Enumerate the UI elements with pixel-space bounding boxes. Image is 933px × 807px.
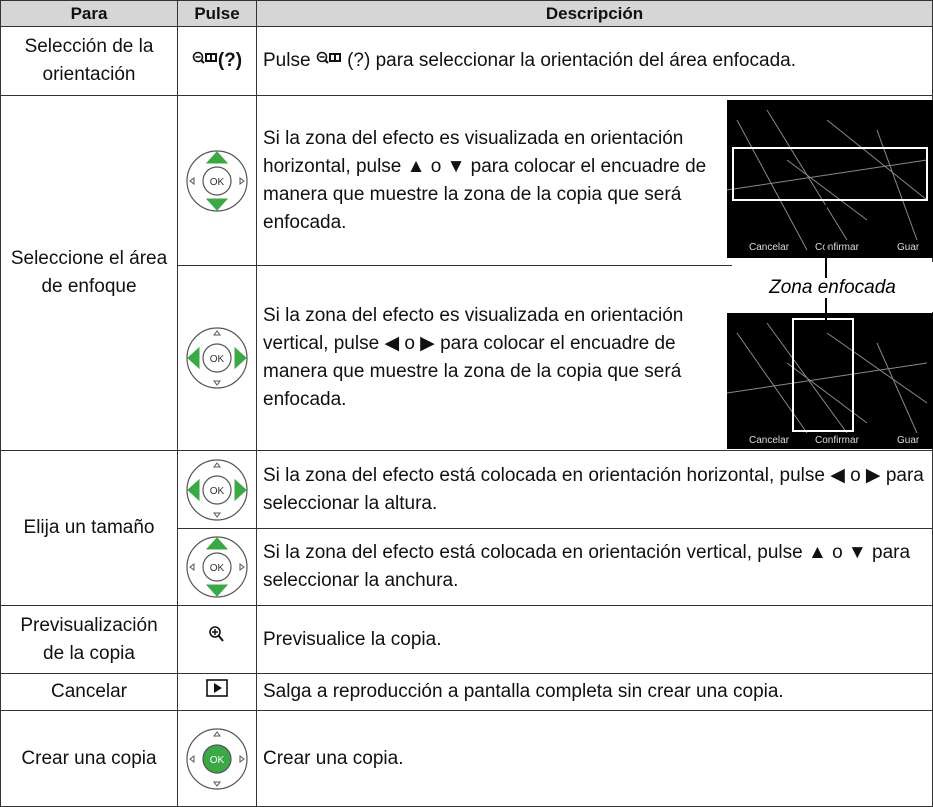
- button-label: OK: [210, 755, 225, 766]
- row: Selección de la orientación (?) Pulse (?…: [0, 26, 933, 96]
- screen-label: Cancelar: [749, 435, 790, 446]
- selector-part: [234, 346, 247, 370]
- multi-selector: OK: [186, 327, 248, 389]
- para: Crear una copia: [0, 710, 178, 807]
- para: Selección de la orientación: [0, 26, 178, 96]
- text: Pulse: [263, 50, 311, 71]
- screen-label: Guar: [897, 242, 920, 253]
- button-label: OK: [210, 354, 225, 365]
- row: Cancelar Salga a reproducción a pantalla…: [0, 673, 933, 711]
- pulse: [177, 605, 257, 674]
- header: Descripción: [256, 0, 933, 27]
- pulse: OK: [177, 450, 257, 529]
- selector-part: [234, 478, 247, 501]
- callout: Zona enfocada: [769, 277, 896, 298]
- screen-label: Cancelar: [749, 242, 790, 253]
- text: (?) para seleccionar la orientación del …: [347, 50, 796, 71]
- pulse: [177, 673, 257, 711]
- selector-part: [187, 478, 200, 501]
- selector-part: [202, 165, 232, 196]
- zoom-out-icon: [316, 51, 341, 64]
- zoom-out-icon: [192, 51, 217, 64]
- selector-part: [202, 552, 232, 582]
- selector-part: [187, 346, 200, 370]
- description: Si la zona del efecto está colocada en o…: [256, 450, 933, 529]
- zoom-in-icon: [209, 626, 224, 642]
- header-row: Para Pulse Descripción: [0, 0, 933, 27]
- description: Si la zona del efecto está colocada en o…: [256, 528, 933, 606]
- para: Seleccione el área de enfoque: [0, 95, 178, 451]
- multi-selector: OK: [186, 727, 248, 790]
- description: Crear una copia.: [256, 710, 933, 807]
- button-label: OK: [210, 563, 225, 574]
- selector-part: [213, 730, 221, 736]
- pulse: OK: [177, 710, 257, 807]
- para: Cancelar: [0, 673, 178, 711]
- screen-label: Confirmar: [815, 242, 860, 253]
- description: Previsualice la copia.: [256, 605, 933, 674]
- screen-label: Guar: [897, 435, 920, 446]
- selector-part: [202, 743, 232, 774]
- selector-part: [213, 781, 221, 787]
- screen-horizontal: Cancelar Confirmar Guar: [727, 100, 933, 258]
- multi-selector: OK: [186, 458, 248, 521]
- pulse-label: (?): [217, 50, 243, 71]
- selector-part: [189, 563, 195, 571]
- button-label: OK: [210, 486, 225, 497]
- row: Elija un tamaño OK Si la zona del efecto…: [0, 450, 933, 606]
- multi-selector: OK: [186, 536, 248, 598]
- selector-part: [205, 150, 229, 163]
- multi-selector: OK: [186, 149, 248, 212]
- selector-part: [202, 474, 232, 505]
- callout-box: Zona enfocada: [732, 262, 933, 312]
- row: OK Si la zona del efecto está colocada e…: [1, 528, 933, 606]
- selector-part: [189, 176, 195, 185]
- selector-part: [205, 584, 229, 597]
- screen-label: Confirmar: [815, 435, 860, 446]
- pulse: OK: [177, 528, 257, 606]
- description: Pulse (?) para seleccionar la orientació…: [256, 26, 933, 96]
- row: Previsualización de la copia Previsualic…: [0, 605, 933, 674]
- para: Previsualización de la copia: [0, 605, 178, 674]
- selector-part: [205, 198, 229, 211]
- selector-part: [213, 461, 221, 467]
- selector-part: [189, 754, 195, 763]
- pulse: OK: [177, 265, 257, 451]
- row: Seleccione el área de enfoque OK Si la z…: [0, 95, 933, 451]
- selector-part: [213, 380, 221, 386]
- pulse: OK: [177, 95, 257, 266]
- selector-part: [239, 563, 245, 571]
- selector-part: [213, 330, 221, 336]
- pulse: (?): [177, 26, 257, 96]
- selector-part: [202, 343, 232, 373]
- selector-part: [205, 537, 229, 550]
- para: Elija un tamaño: [0, 450, 178, 606]
- header: Pulse: [177, 0, 257, 27]
- selector-part: [239, 754, 245, 763]
- header: Para: [0, 0, 178, 27]
- selector-part: [239, 176, 245, 185]
- screen-vertical: Cancelar Confirmar Guar: [727, 313, 933, 449]
- row: Crear una copia OK Crear una copia.: [0, 710, 933, 807]
- button-label: OK: [210, 177, 225, 188]
- playback-icon: [206, 679, 228, 697]
- selector-part: [213, 512, 221, 518]
- description: Salga a reproducción a pantalla completa…: [256, 673, 933, 711]
